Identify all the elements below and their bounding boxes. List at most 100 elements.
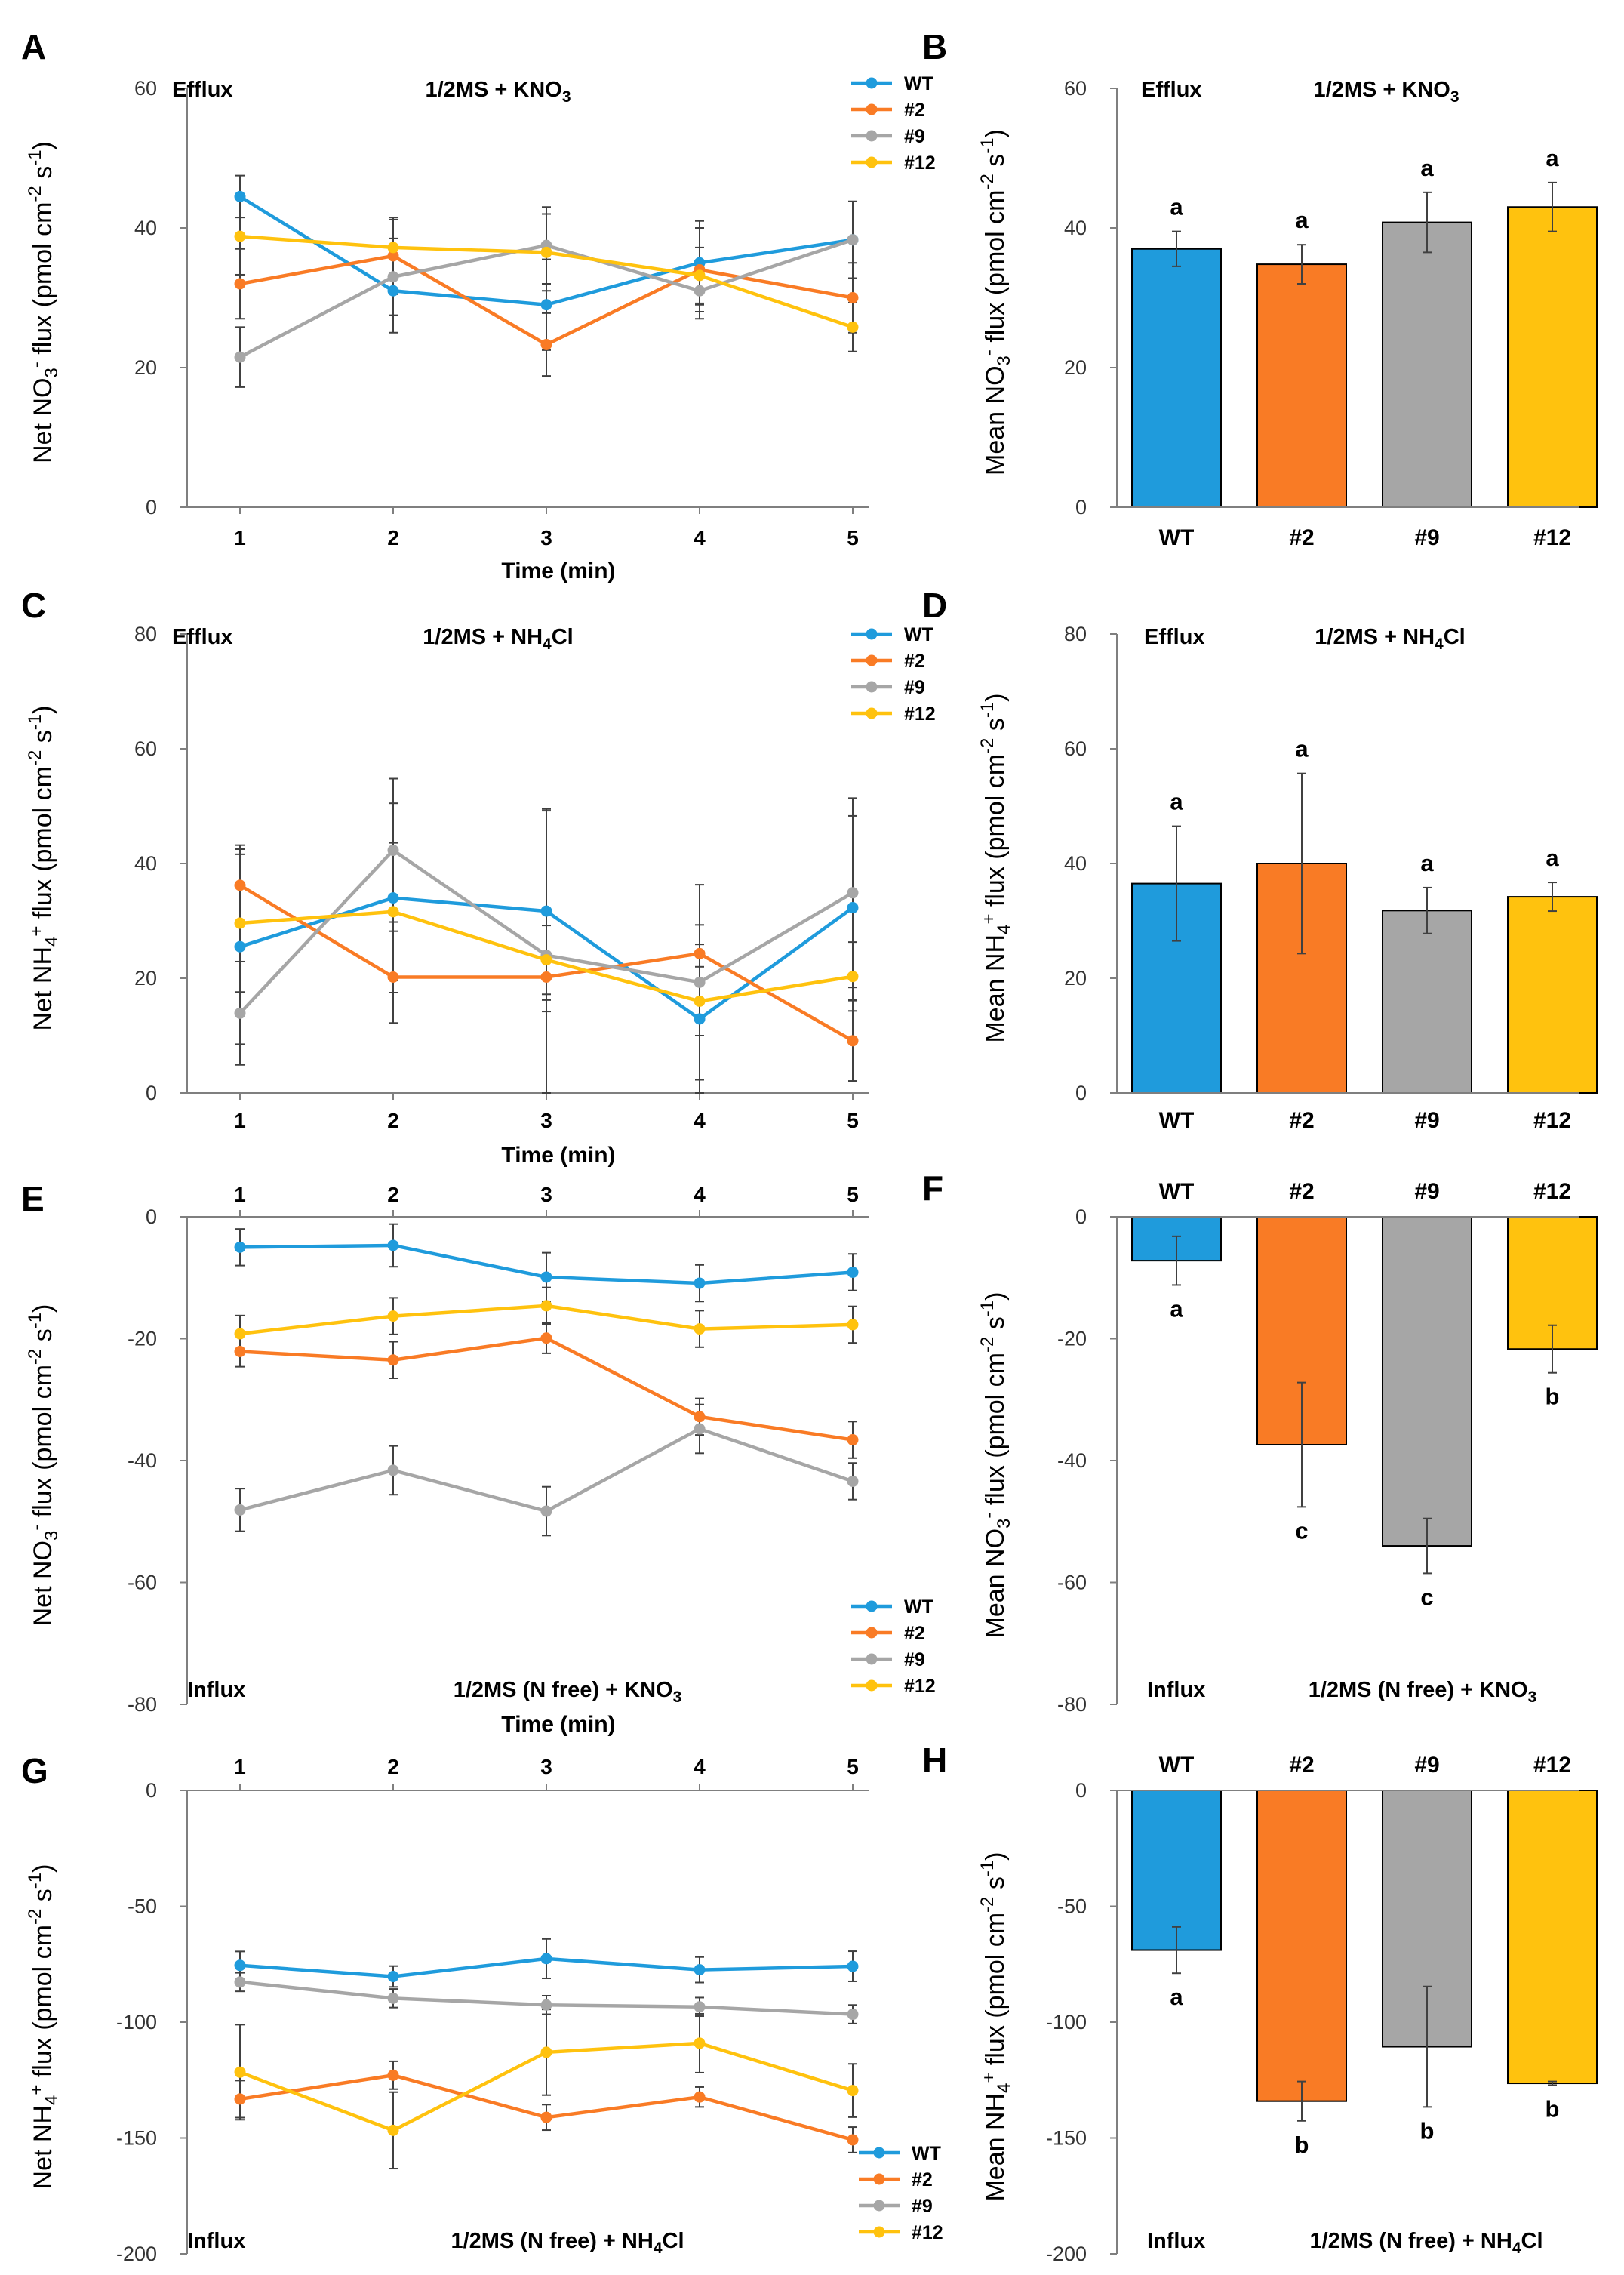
legend-marker <box>866 1600 878 1612</box>
legend-label: #9 <box>904 126 925 147</box>
data-point <box>694 1277 706 1289</box>
significance-letter: a <box>1420 155 1434 181</box>
significance-letter: b <box>1546 1384 1560 1410</box>
y-tick-label: -100 <box>1046 2011 1087 2033</box>
significance-letter: a <box>1546 845 1559 871</box>
data-point <box>540 905 552 917</box>
legend-label: #12 <box>912 2222 943 2243</box>
panel-h: H -200 -150 -100 -50 0 Mean NH4+ flux (pmol cm… <box>922 1741 1598 2265</box>
data-point <box>847 902 859 914</box>
data-point <box>387 892 399 904</box>
category-label: WT <box>1159 525 1195 550</box>
legend-label: #9 <box>904 1649 925 1670</box>
category-label: #12 <box>1533 525 1571 550</box>
bar-n9 <box>1382 910 1472 1094</box>
data-point <box>387 1310 399 1322</box>
y-axis-title: Net NH4+ flux (pmol cm-2 s-1) <box>25 1864 62 2190</box>
legend-marker <box>873 2173 885 2185</box>
legend-label: WT <box>904 624 933 645</box>
legend-label: #12 <box>904 152 936 174</box>
data-point <box>387 285 399 297</box>
data-point <box>847 321 859 333</box>
error-bar <box>1172 1926 1181 1975</box>
significance-letter: a <box>1170 789 1183 815</box>
legend-label: WT <box>912 2143 941 2164</box>
data-point <box>387 1992 399 2004</box>
y-tick-label: 0 <box>146 1205 157 1228</box>
data-point <box>540 1300 552 1312</box>
data-point <box>387 1971 399 1983</box>
data-point <box>234 2066 246 2078</box>
data-point <box>694 2037 706 2049</box>
panel-letter-f: F <box>922 1168 943 1208</box>
error-bar <box>1297 2080 1306 2122</box>
legend-label: #12 <box>904 1676 936 1697</box>
y-tick-label: -150 <box>116 2127 157 2150</box>
data-point <box>234 1007 246 1019</box>
panel-letter-a: A <box>21 27 46 66</box>
panel-letter-d: D <box>922 586 947 625</box>
y-axis-title: Mean NH4+ flux (pmol cm-2 s-1) <box>977 1852 1014 2201</box>
data-point <box>234 1504 246 1516</box>
y-tick-label: -80 <box>1057 1693 1087 1716</box>
error-bar <box>1423 191 1432 254</box>
legend-label: #2 <box>904 651 925 672</box>
x-tick-label: 2 <box>387 1183 399 1206</box>
y-tick-label: -60 <box>128 1572 157 1594</box>
panel-letter-c: C <box>21 586 46 625</box>
y-tick-label: -60 <box>1057 1572 1087 1594</box>
svg-text:Net NO3- flux (pmol cm-2 s-1): Net NO3- flux (pmol cm-2 s-1) <box>25 141 62 463</box>
annotation-flux-direction: Efflux <box>172 625 233 649</box>
category-label: WT <box>1159 1108 1195 1133</box>
panel-e: E -80 -60 -40 -20 0 Net NO3- flux (pmol cm-2 s… <box>21 1179 936 1737</box>
significance-letter: b <box>1546 2096 1560 2123</box>
data-point <box>540 954 552 966</box>
data-point <box>694 285 706 297</box>
error-bar <box>1172 825 1181 942</box>
panel-letter-e: E <box>21 1179 45 1218</box>
category-label: WT <box>1159 1753 1195 1778</box>
data-point <box>847 887 859 899</box>
data-point <box>234 1976 246 1988</box>
legend-marker <box>866 156 878 168</box>
data-point <box>847 1319 859 1331</box>
significance-letter: a <box>1546 145 1559 171</box>
data-point <box>847 2085 859 2097</box>
bar-n12 <box>1507 896 1598 1094</box>
annotation-flux-direction: Influx <box>187 1678 245 1702</box>
legend-marker <box>866 654 878 666</box>
panel-a: A 0 20 40 60 Net NO3- flux (pmol cm-2 s-1) Eff… <box>21 27 936 583</box>
legend-label: #9 <box>904 677 925 698</box>
y-tick-label: 80 <box>134 623 157 645</box>
x-tick-label: 4 <box>694 1755 706 1778</box>
data-point <box>847 971 859 983</box>
x-tick-label: 3 <box>540 1183 552 1206</box>
x-tick-label: 1 <box>234 1755 246 1778</box>
legend: WT #2 #9 #12 <box>859 2143 943 2243</box>
data-point <box>387 845 399 857</box>
data-point <box>540 246 552 258</box>
data-point <box>387 271 399 283</box>
significance-letter: a <box>1420 850 1434 876</box>
data-point <box>540 1271 552 1283</box>
legend-label: #2 <box>904 1623 925 1644</box>
data-point <box>540 2046 552 2058</box>
panel-c: C 0 20 40 60 80 Net NH4+ flux (pmol cm-2 s-1) E… <box>21 586 936 1168</box>
data-point <box>540 1999 552 2011</box>
data-point <box>234 940 246 953</box>
legend-marker <box>873 2226 885 2238</box>
legend-label: #12 <box>904 703 936 725</box>
y-axis-title: Net NO3- flux (pmol cm-2 s-1) <box>25 141 62 463</box>
bar-n12 <box>1507 1790 1598 2085</box>
y-tick-label: 0 <box>1075 496 1087 519</box>
category-label: #9 <box>1414 1753 1439 1778</box>
data-point <box>694 995 706 1007</box>
data-point <box>387 1464 399 1476</box>
error-bar <box>1423 1985 1432 2108</box>
x-axis-title: Time (min) <box>501 1712 615 1737</box>
svg-text:Net NH4+ flux (pmol cm-2 s-1): Net NH4+ flux (pmol cm-2 s-1) <box>25 706 62 1031</box>
significance-letter: a <box>1295 736 1309 762</box>
legend-marker <box>866 628 878 640</box>
panel-letter-b: B <box>922 27 947 66</box>
